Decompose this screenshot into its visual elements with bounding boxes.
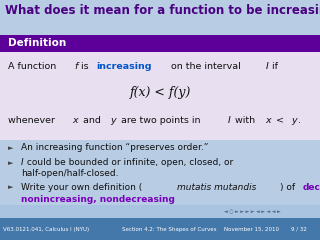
Text: ►: ► [8, 184, 13, 190]
Text: whenever: whenever [8, 116, 58, 125]
Text: ◄ ○ ► ► ► ► ◄ ► ◄ ◄ ►: ◄ ○ ► ► ► ► ◄ ► ◄ ◄ ► [224, 209, 281, 214]
Text: x: x [265, 116, 271, 125]
Text: and: and [80, 116, 104, 125]
Text: x: x [73, 116, 78, 125]
Text: mutatis mutandis: mutatis mutandis [177, 183, 257, 192]
Text: ►: ► [8, 144, 13, 151]
FancyBboxPatch shape [0, 52, 320, 140]
Text: f(x) < f(y): f(x) < f(y) [129, 86, 191, 99]
Text: ►: ► [8, 160, 13, 166]
Text: with: with [232, 116, 258, 125]
Text: I: I [21, 158, 23, 167]
Text: 9 / 32: 9 / 32 [291, 227, 307, 232]
Text: I: I [265, 62, 268, 72]
Text: could be bounded or infinite, open, closed, or: could be bounded or infinite, open, clos… [24, 158, 233, 167]
FancyBboxPatch shape [0, 218, 320, 240]
Text: on the interval: on the interval [168, 62, 244, 72]
FancyBboxPatch shape [0, 205, 320, 218]
Text: is: is [78, 62, 92, 72]
Text: Write your own definition (: Write your own definition ( [21, 183, 142, 192]
Text: decreasing,: decreasing, [303, 183, 320, 192]
FancyBboxPatch shape [0, 35, 320, 52]
Text: ) of: ) of [280, 183, 298, 192]
Text: are two points in: are two points in [118, 116, 203, 125]
Text: V63.0121.041, Calculus I (NYU): V63.0121.041, Calculus I (NYU) [3, 227, 89, 232]
Text: f: f [74, 62, 77, 72]
Text: y: y [111, 116, 116, 125]
Text: Definition: Definition [8, 38, 66, 48]
Text: y: y [291, 116, 296, 125]
Text: half-open/half-closed.: half-open/half-closed. [21, 169, 118, 178]
Text: nonincreasing, nondecreasing: nonincreasing, nondecreasing [21, 195, 175, 204]
Text: November 15, 2010: November 15, 2010 [224, 227, 279, 232]
Text: Section 4.2: The Shapes of Curves: Section 4.2: The Shapes of Curves [122, 227, 216, 232]
Text: A function: A function [8, 62, 59, 72]
Text: if: if [269, 62, 278, 72]
Text: An increasing function “preserves order.”: An increasing function “preserves order.… [21, 143, 208, 152]
Text: <: < [273, 116, 287, 125]
Text: increasing: increasing [96, 62, 152, 72]
Text: .: . [298, 116, 301, 125]
Text: I: I [228, 116, 231, 125]
Text: What does it mean for a function to be increasing?: What does it mean for a function to be i… [5, 4, 320, 17]
